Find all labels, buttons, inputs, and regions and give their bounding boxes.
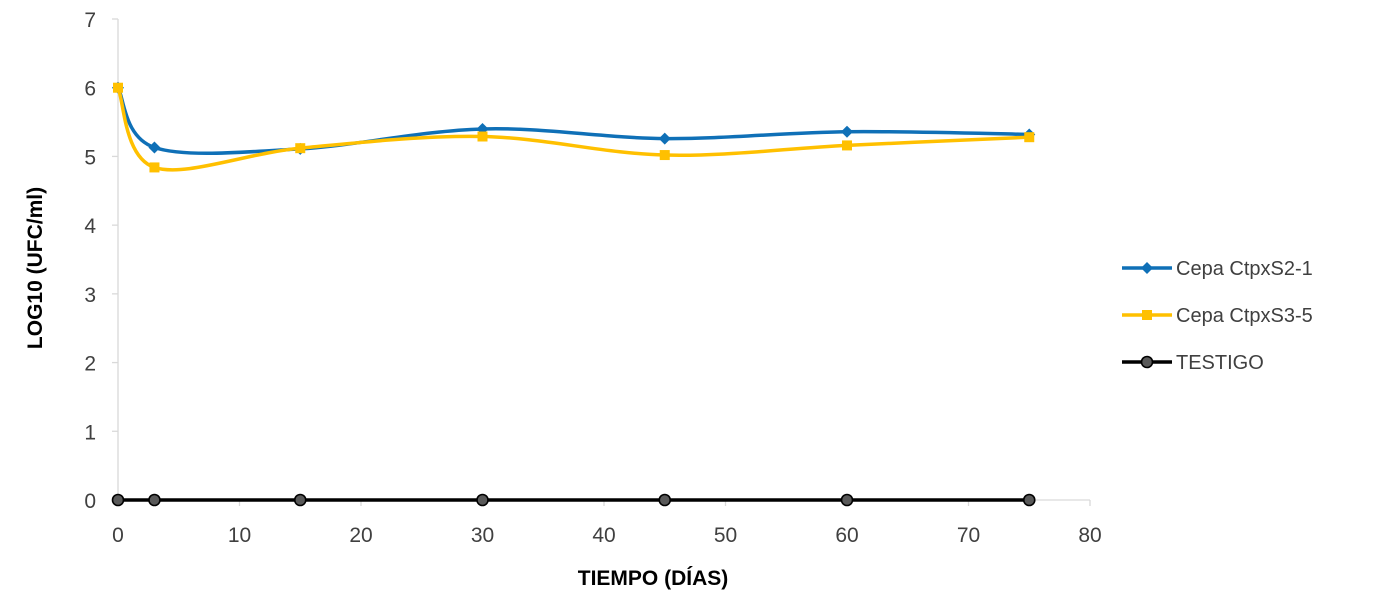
series-line (116, 86, 1030, 172)
y-axis-ticks: 0 1 2 3 4 5 6 7 (84, 9, 118, 513)
y-tick-label: 2 (84, 353, 96, 376)
data-point (658, 132, 671, 145)
y-axis-title: LOG10 (UFC/ml) (24, 187, 47, 349)
x-tick-label: 60 (835, 524, 858, 547)
data-point (1024, 132, 1035, 143)
data-point (476, 493, 489, 507)
y-tick-label: 6 (84, 78, 96, 101)
series-lines (111, 81, 1036, 507)
data-point (1022, 493, 1036, 507)
y-tick-label: 1 (84, 421, 96, 444)
y-tick-label: 3 (84, 284, 96, 307)
data-point (111, 493, 125, 507)
legend-label: TESTIGO (1176, 352, 1264, 374)
series-3 (111, 493, 1036, 507)
data-point (148, 141, 161, 154)
legend-label: Cepa CtpxS3-5 (1176, 305, 1313, 327)
legend-marker (1140, 355, 1154, 369)
y-tick-label: 4 (84, 215, 96, 238)
x-tick-label: 20 (349, 524, 372, 547)
data-point (477, 131, 488, 142)
y-tick-label: 0 (84, 490, 96, 513)
data-point (842, 140, 852, 151)
x-tick-label: 50 (714, 524, 737, 547)
data-point (295, 143, 306, 154)
legend-item: TESTIGO (1122, 352, 1264, 374)
data-point (841, 125, 853, 138)
axes (117, 19, 1090, 501)
data-point (293, 493, 307, 507)
x-tick-label: 10 (228, 524, 251, 547)
y-tick-label: 7 (84, 9, 96, 32)
x-axis-ticks: 0 10 20 30 40 50 60 70 80 (112, 500, 1102, 547)
x-tick-label: 40 (592, 524, 615, 547)
x-tick-label: 30 (471, 524, 494, 547)
data-point (149, 162, 160, 173)
x-axis-title: TIEMPO (DÍAS) (578, 567, 729, 590)
data-point (113, 82, 123, 93)
legend-item: Cepa CtpxS3-5 (1122, 305, 1313, 327)
legend-item: Cepa CtpxS2-1 (1122, 258, 1313, 280)
x-tick-label: 70 (957, 524, 980, 547)
legend-marker (1142, 310, 1152, 320)
y-tick-label: 5 (84, 146, 96, 169)
data-point (148, 493, 161, 507)
series-2 (113, 82, 1035, 173)
x-tick-label: 80 (1078, 524, 1101, 547)
legend: Cepa CtpxS2-1 Cepa CtpxS3-5 TESTIGO (1122, 258, 1313, 374)
legend-marker (1141, 262, 1153, 274)
legend-label: Cepa CtpxS2-1 (1176, 258, 1313, 280)
data-point (659, 150, 670, 161)
data-point (658, 493, 672, 507)
x-tick-label: 0 (112, 524, 124, 547)
data-point (840, 493, 854, 507)
